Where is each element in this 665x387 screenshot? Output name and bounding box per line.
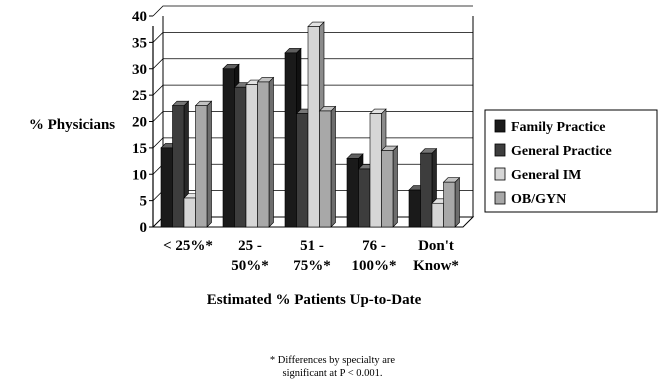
bar-front — [319, 110, 332, 228]
legend-swatch — [494, 167, 506, 181]
bar — [318, 105, 337, 228]
bar-front — [346, 158, 359, 228]
bar-front — [431, 202, 444, 228]
bar-front — [222, 68, 235, 228]
bar-side — [454, 176, 460, 228]
legend-label: OB/GYN — [511, 192, 566, 207]
bar-side — [330, 105, 336, 228]
y-tick-label: 30 — [132, 62, 147, 78]
bar-front — [369, 113, 382, 228]
bar-front — [284, 52, 297, 228]
y-tick-label: 20 — [132, 115, 147, 131]
y-tick-label: 25 — [132, 88, 147, 104]
gridline — [152, 5, 473, 17]
x-category-label: 76 - — [362, 238, 386, 254]
bar-side — [268, 76, 274, 228]
footnote-line-1: * Differences by specialty are — [269, 355, 396, 366]
x-category-label: 50%* — [231, 258, 269, 274]
x-category-label: 100%* — [352, 258, 397, 274]
gridline — [152, 31, 473, 43]
bar-front — [358, 168, 371, 228]
y-tick-label: 10 — [132, 167, 147, 183]
bar-chart: 0 5 10 15 20 25 30 35 40 < 25%* 25 - 50%* 51 - 75%* 7… — [29, 5, 658, 308]
legend-label: General IM — [511, 168, 581, 183]
legend-swatch — [494, 143, 506, 157]
gridline — [152, 58, 473, 70]
y-axis-title: % Physicians — [29, 117, 115, 133]
x-category-label: < 25%* — [163, 238, 213, 254]
bar — [256, 76, 275, 228]
x-axis-title: Estimated % Patients Up-to-Date — [207, 292, 422, 308]
bar-front — [296, 113, 309, 228]
bar-side — [392, 145, 398, 228]
bar-side — [206, 100, 212, 228]
bar-front — [408, 189, 421, 228]
bar — [380, 145, 399, 228]
x-category-label: Know* — [413, 258, 459, 274]
gridline — [152, 84, 473, 96]
bar-front — [183, 197, 196, 228]
bar-front — [420, 152, 433, 228]
x-axis-categories: < 25%* 25 - 50%* 51 - 75%* 76 - 100%* Don't Know… — [163, 238, 459, 274]
gridline — [152, 137, 473, 149]
bar-front — [245, 84, 258, 228]
bar — [194, 100, 213, 228]
legend-swatch — [494, 119, 506, 133]
x-category-label: 51 - — [300, 238, 324, 254]
y-tick-label: 40 — [132, 9, 147, 25]
bar-front — [381, 150, 394, 228]
legend-label: General Practice — [511, 144, 612, 159]
legend: Family Practice General Practice General I… — [484, 109, 658, 213]
y-tick-label: 5 — [140, 194, 148, 210]
gridline — [152, 111, 473, 122]
legend-box — [484, 109, 658, 213]
y-tick-label: 0 — [140, 220, 148, 236]
y-tick-label: 15 — [132, 141, 147, 157]
bar-front — [257, 81, 270, 228]
y-axis-ticks: 0 5 10 15 20 25 30 35 40 — [132, 9, 153, 236]
y-tick-label: 35 — [132, 35, 147, 51]
footnote-line-2: significant at P < 0.001. — [282, 368, 383, 379]
bar-front — [307, 26, 320, 228]
bar-front — [443, 181, 456, 228]
bar-front — [160, 147, 173, 228]
bar-front — [195, 105, 208, 228]
x-category-label: 75%* — [293, 258, 331, 274]
x-category-label: 25 - — [238, 238, 262, 254]
legend-swatch — [494, 191, 506, 205]
bar — [442, 176, 461, 228]
x-category-label: Don't — [418, 238, 454, 254]
bar-front — [172, 105, 185, 228]
bars — [160, 21, 461, 228]
bar-front — [234, 86, 247, 228]
legend-label: Family Practice — [511, 120, 605, 135]
